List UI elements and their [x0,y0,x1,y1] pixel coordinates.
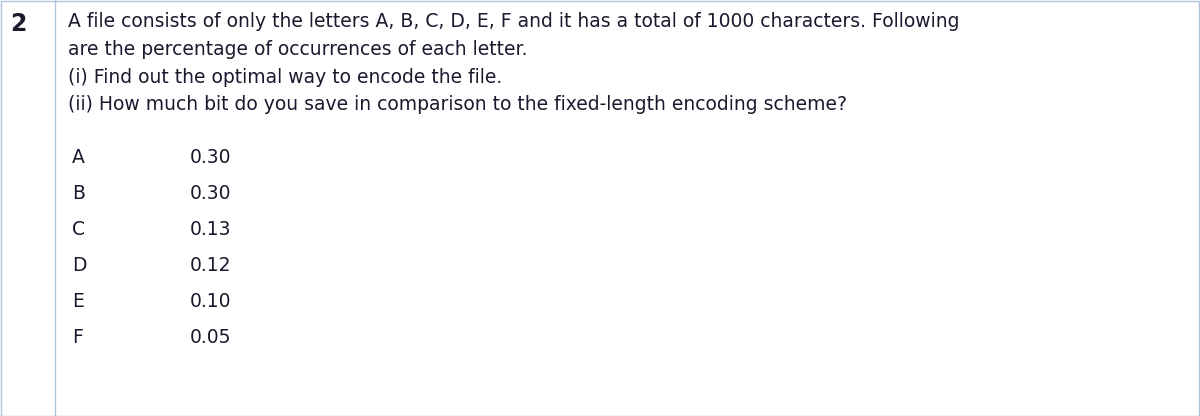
Text: F: F [72,328,83,347]
Text: C: C [72,220,85,239]
Text: 0.10: 0.10 [190,292,232,311]
Text: 0.30: 0.30 [190,148,232,167]
Text: A file consists of only the letters A, B, C, D, E, F and it has a total of 1000 : A file consists of only the letters A, B… [68,12,960,31]
Text: (i) Find out the optimal way to encode the file.: (i) Find out the optimal way to encode t… [68,68,503,87]
Text: are the percentage of occurrences of each letter.: are the percentage of occurrences of eac… [68,40,528,59]
Text: 2: 2 [10,12,26,36]
Text: A: A [72,148,85,167]
Text: B: B [72,184,85,203]
Text: 0.12: 0.12 [190,256,232,275]
Text: (ii) How much bit do you save in comparison to the fixed-length encoding scheme?: (ii) How much bit do you save in compari… [68,95,847,114]
Text: 0.30: 0.30 [190,184,232,203]
Text: E: E [72,292,84,311]
Text: 0.05: 0.05 [190,328,232,347]
Text: D: D [72,256,86,275]
Text: 0.13: 0.13 [190,220,232,239]
